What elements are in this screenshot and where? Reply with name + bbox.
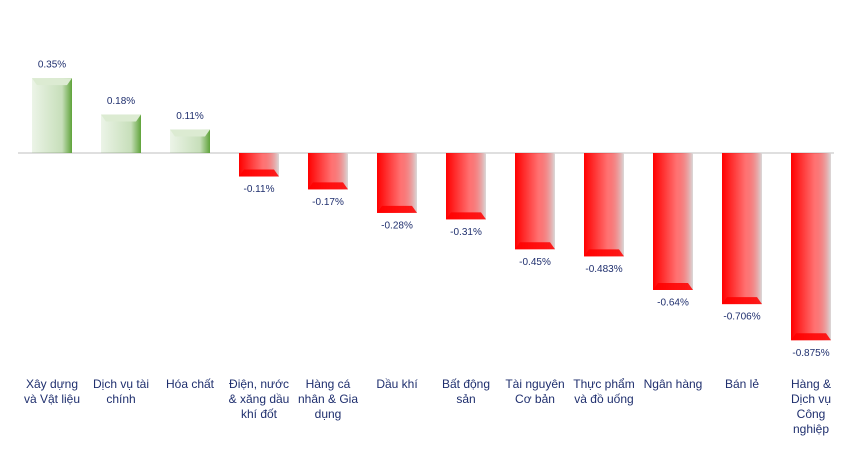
x-tick-label: Bất động sản [441, 377, 491, 406]
value-label: -0.45% [519, 257, 551, 268]
x-tick-label: Thực phẩm và đồ uống [573, 377, 635, 406]
bar-cap [515, 242, 555, 250]
bar [377, 153, 417, 213]
bar [653, 153, 693, 290]
bar-cap [791, 333, 831, 341]
bar-cap [239, 169, 279, 177]
x-tick-label: Hóa chất [165, 377, 215, 391]
bar-cap [101, 114, 141, 122]
value-label: -0.11% [244, 184, 275, 195]
value-label: 0.11% [176, 111, 204, 122]
bar [446, 153, 486, 220]
value-label: 0.35% [38, 60, 66, 71]
bar-cap [653, 282, 693, 290]
value-label: -0.875% [792, 348, 829, 359]
x-tick-label: Dầu khí [376, 377, 418, 391]
x-tick-label: Bán lẻ [724, 377, 760, 391]
value-label: 0.18% [107, 96, 135, 107]
bar-cap [722, 297, 762, 305]
x-tick-label: Điện, nước & xăng dầu khí đốt [228, 377, 290, 421]
value-label: -0.17% [312, 197, 344, 208]
value-label: -0.28% [381, 221, 413, 232]
x-tick-label: Dịch vụ tài chính [92, 377, 150, 406]
x-tick-label: Hàng & Dịch vụ Công nghiệp [790, 377, 832, 436]
bar [32, 78, 72, 153]
bar [722, 153, 762, 305]
value-label: -0.483% [585, 264, 622, 275]
x-tick-label: Tài nguyên Cơ bản [505, 377, 565, 406]
bar-cap [32, 78, 72, 86]
bar-cap [584, 249, 624, 257]
value-label: -0.31% [450, 227, 482, 238]
bar [515, 153, 555, 250]
x-tick-label: Ngân hàng [643, 377, 703, 391]
bar-cap [377, 205, 417, 213]
bar [584, 153, 624, 257]
x-tick-label: Xây dựng và Vật liệu [23, 377, 81, 406]
bar-cap [446, 212, 486, 220]
value-label: -0.706% [723, 312, 760, 323]
bar-cap [308, 182, 348, 190]
bar-cap [170, 129, 210, 137]
x-tick-label: Hàng cá nhân & Gia dụng [297, 377, 359, 421]
value-label: -0.64% [657, 298, 689, 309]
bar [791, 153, 831, 341]
